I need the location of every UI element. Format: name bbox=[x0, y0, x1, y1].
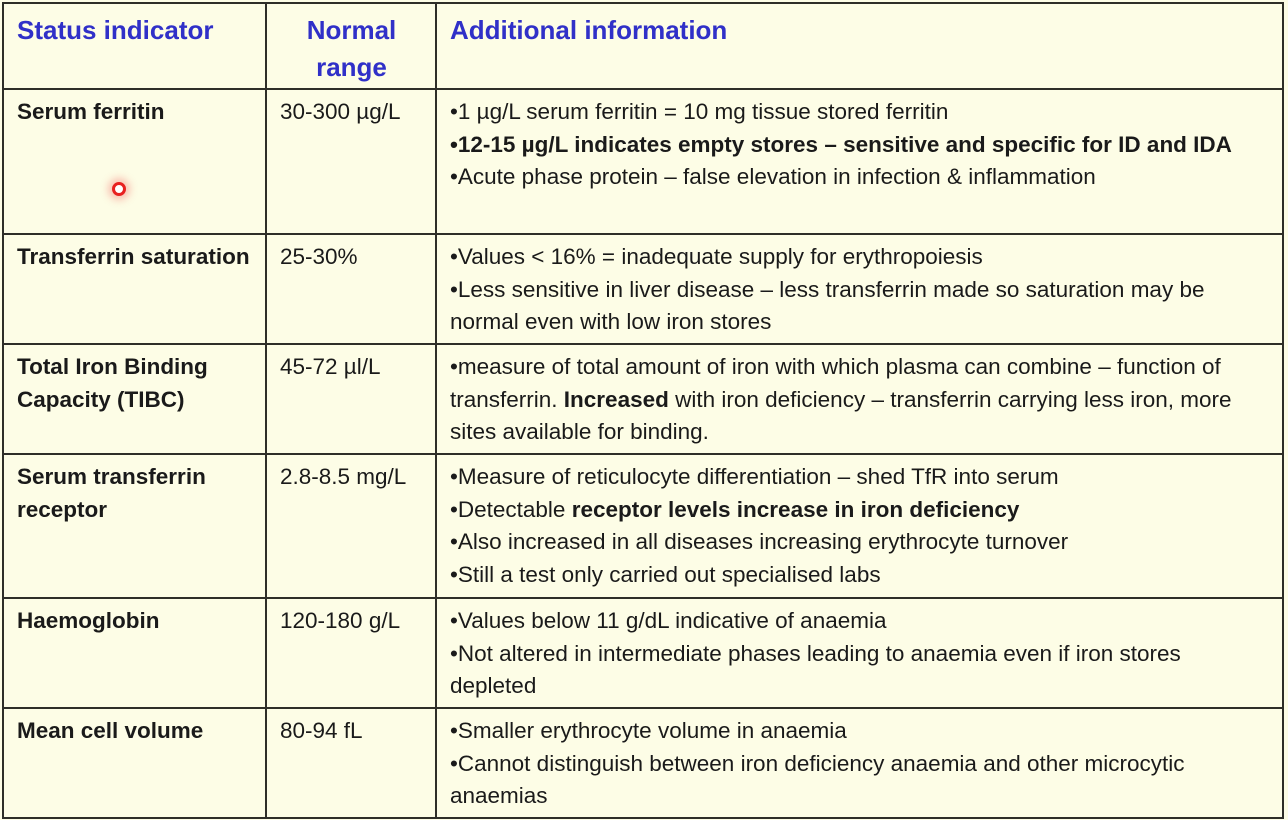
header-normal-range: Normal range bbox=[265, 2, 437, 90]
info-text: •1 µg/L serum ferritin = 10 mg tissue st… bbox=[450, 99, 949, 124]
status-indicator-cell: Haemoglobin bbox=[2, 597, 267, 709]
additional-info-cell: •Values < 16% = inadequate supply for er… bbox=[435, 233, 1284, 345]
info-bullet: •12-15 µg/L indicates empty stores – sen… bbox=[450, 129, 1270, 162]
info-bullet: •Less sensitive in liver disease – less … bbox=[450, 274, 1270, 339]
info-text: •Still a test only carried out specialis… bbox=[450, 561, 881, 587]
status-indicator-cell: Serum ferritin bbox=[2, 88, 267, 235]
table-row: Serum ferritin 30-300 µg/L •1 µg/L serum f… bbox=[2, 88, 1284, 235]
normal-range-cell: 30-300 µg/L bbox=[265, 88, 437, 235]
status-indicator-cell: Transferrin saturation bbox=[2, 233, 267, 345]
additional-info-cell: •Values below 11 g/dL indicative of anae… bbox=[435, 597, 1284, 709]
info-text: •Detectable bbox=[450, 496, 572, 522]
status-indicator-cell: Mean cell volume bbox=[2, 707, 267, 819]
normal-range-cell: 80-94 fL bbox=[265, 707, 437, 819]
additional-info-cell: •Smaller erythrocyte volume in anaemia •C… bbox=[435, 707, 1284, 819]
info-text: •Cannot distinguish between iron deficie… bbox=[450, 750, 1185, 809]
info-text: •Smaller erythrocyte volume in anaemia bbox=[450, 718, 847, 743]
table-row: Serum transferrin receptor 2.8-8.5 mg/L •M… bbox=[2, 453, 1284, 599]
info-bullet: •1 µg/L serum ferritin = 10 mg tissue st… bbox=[450, 96, 1270, 129]
info-text: •Values below 11 g/dL indicative of anae… bbox=[450, 608, 887, 633]
additional-info-cell: •Measure of reticulocyte differentiation… bbox=[435, 453, 1284, 599]
info-text: •Also increased in all diseases increasi… bbox=[450, 529, 1069, 554]
info-bullet: •Acute phase protein – false elevation i… bbox=[450, 161, 1270, 194]
info-bullet: •Not altered in intermediate phases lead… bbox=[450, 638, 1270, 703]
table-row: Mean cell volume 80-94 fL •Smaller erythro… bbox=[2, 707, 1284, 819]
info-text: receptor levels increase in iron deficie… bbox=[571, 496, 1020, 522]
status-indicator-cell: Total Iron Binding Capacity (TIBC) bbox=[2, 343, 267, 455]
info-text: •12-15 µg/L indicates empty stores – sen… bbox=[450, 131, 1232, 157]
header-status-indicator: Status indicator bbox=[2, 2, 267, 90]
info-text: •Values < 16% = inadequate supply for er… bbox=[450, 244, 983, 269]
normal-range-cell: 120-180 g/L bbox=[265, 597, 437, 709]
additional-info-cell: •measure of total amount of iron with wh… bbox=[435, 343, 1284, 455]
info-text: •Less sensitive in liver disease – less … bbox=[450, 276, 1205, 335]
table-row: Transferrin saturation 25-30% •Values < 16… bbox=[2, 233, 1284, 345]
info-bullet: •Measure of reticulocyte differentiation… bbox=[450, 461, 1270, 494]
table-row: Haemoglobin 120-180 g/L •Values below 11 g… bbox=[2, 597, 1284, 709]
info-bullet: •Values < 16% = inadequate supply for er… bbox=[450, 241, 1270, 274]
info-bullet: •Still a test only carried out specialis… bbox=[450, 559, 1270, 592]
info-text: •Measure of reticulocyte differentiation… bbox=[450, 464, 1059, 489]
normal-range-cell: 45-72 µl/L bbox=[265, 343, 437, 455]
info-bullet: •measure of total amount of iron with wh… bbox=[450, 351, 1270, 449]
info-text: •measure of total amount of iron with wh… bbox=[450, 354, 1221, 412]
info-text: with iron deficiency – transferrin carry… bbox=[450, 386, 1232, 445]
info-text: •Acute phase protein – false elevation i… bbox=[450, 164, 1096, 189]
info-bullet: •Also increased in all diseases increasi… bbox=[450, 526, 1270, 559]
table-row: Total Iron Binding Capacity (TIBC) 45-72 … bbox=[2, 343, 1284, 455]
info-text: Increased bbox=[563, 386, 669, 412]
info-text: •Not altered in intermediate phases lead… bbox=[450, 640, 1181, 699]
info-bullet: •Cannot distinguish between iron deficie… bbox=[450, 748, 1270, 813]
header-additional-information: Additional information bbox=[435, 2, 1284, 90]
normal-range-cell: 2.8-8.5 mg/L bbox=[265, 453, 437, 599]
info-bullet: •Values below 11 g/dL indicative of anae… bbox=[450, 605, 1270, 638]
header-row: Status indicator Normal range Additional… bbox=[2, 2, 1284, 90]
info-bullet: •Smaller erythrocyte volume in anaemia bbox=[450, 715, 1270, 748]
cursor-pointer-icon bbox=[112, 182, 126, 196]
normal-range-cell: 25-30% bbox=[265, 233, 437, 345]
info-bullet: •Detectable receptor levels increase in … bbox=[450, 494, 1270, 527]
additional-info-cell: •1 µg/L serum ferritin = 10 mg tissue st… bbox=[435, 88, 1284, 235]
status-indicator-cell: Serum transferrin receptor bbox=[2, 453, 267, 599]
